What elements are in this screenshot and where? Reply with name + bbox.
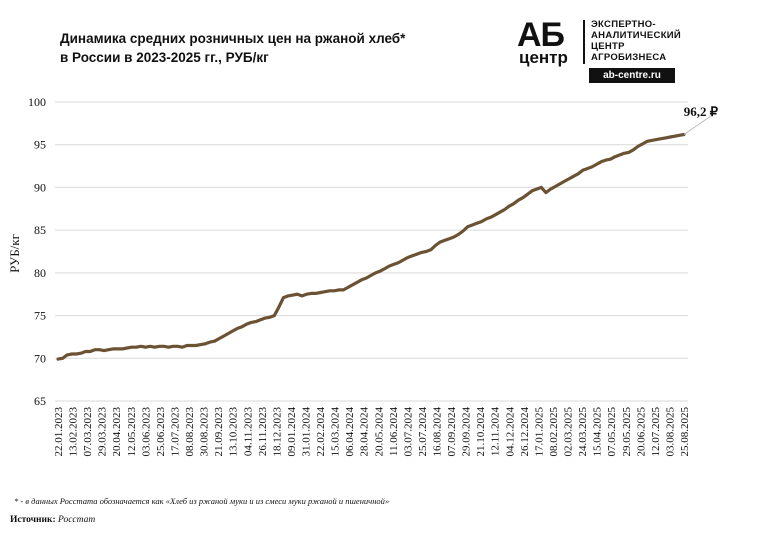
x-tick-label: 26.11.2023 [257, 407, 269, 457]
logo-website: ab-centre.ru [589, 68, 675, 83]
x-tick-label: 02.03.2025 [563, 407, 575, 457]
chart-title: Динамика средних розничных цен на ржаной… [60, 29, 405, 67]
x-tick-label: 21.09.2023 [213, 407, 225, 457]
x-tick-label: 08.02.2025 [548, 407, 560, 457]
x-tick-label: 12.07.2025 [650, 407, 662, 457]
y-tick-label: 80 [34, 266, 46, 280]
x-tick-label: 29.05.2025 [621, 407, 633, 457]
x-tick-label: 25.08.2025 [679, 407, 691, 457]
y-tick-label: 95 [34, 138, 46, 152]
x-tick-label: 06.04.2024 [344, 407, 356, 457]
annotation-leader [683, 115, 712, 135]
x-tick-label: 12.05.2023 [126, 407, 138, 457]
x-tick-label: 03.08.2025 [664, 407, 676, 457]
series-layer [56, 132, 686, 361]
source-colon: : [52, 515, 58, 525]
x-tick-label: 07.03.2023 [82, 407, 94, 457]
x-tick-label: 17.01.2025 [533, 407, 545, 457]
x-tick-label: 07.09.2024 [446, 407, 458, 457]
x-tick-label: 28.04.2024 [359, 407, 371, 457]
source-line: Источник: Росстат [10, 515, 95, 525]
x-tick-label: 22.02.2024 [315, 407, 327, 457]
logo-text-line-3: ЦЕНТР [591, 41, 625, 52]
logo-text-line-1: ЭКСПЕРТНО- [591, 19, 656, 30]
last-value-label: 96,2 ₽ [684, 104, 719, 119]
x-tick-label: 31.01.2024 [300, 407, 312, 457]
y-axis-label: РУБ/кг [7, 234, 22, 273]
x-tick-label: 25.07.2024 [417, 407, 429, 457]
y-tick-label: 65 [34, 394, 46, 408]
logo-mark-ab: АБ [517, 16, 565, 54]
x-tick-label: 12.11.2024 [490, 407, 502, 457]
x-tick-label: 04.11.2023 [242, 407, 254, 457]
x-tick-label: 22.01.2023 [53, 407, 65, 457]
x-tick-label: 18.12.2023 [271, 407, 283, 457]
x-tick-label: 17.07.2023 [169, 407, 181, 457]
x-tick-label: 30.08.2023 [199, 407, 211, 457]
y-tick-label: 75 [34, 309, 46, 323]
logo-text: ЭКСПЕРТНО- АНАЛИТИЧЕСКИЙ ЦЕНТР АГРОБИЗНЕ… [591, 19, 681, 63]
source-value: Росстат [57, 515, 96, 525]
y-tick-label: 70 [34, 351, 46, 365]
x-tick-label: 29.03.2023 [97, 407, 109, 457]
chart-title-line-2: в России в 2023-2025 гг., РУБ/кг [60, 50, 269, 65]
x-tick-label: 04.12.2024 [504, 407, 516, 457]
x-tick-label: 20.05.2024 [373, 407, 385, 457]
x-tick-label: 15.03.2024 [330, 407, 342, 457]
x-tick-label: 16.08.2024 [432, 407, 444, 457]
x-tick-label: 25.06.2023 [155, 407, 167, 457]
logo-divider [583, 20, 585, 64]
x-axis-ticks: 22.01.2023 13.02.2023 07.03.2023 29.03.2023… [53, 407, 691, 457]
footnote: * - в данных Росстата обозначается как «… [14, 496, 390, 506]
logo-text-line-2: АНАЛИТИЧЕСКИЙ [591, 30, 682, 41]
x-tick-label: 15.04.2025 [592, 407, 604, 457]
logo-text-line-4: АГРОБИЗНЕСА [591, 52, 667, 63]
source-label: Источник [10, 515, 53, 525]
ab-centre-logo: АБ центр ЭКСПЕРТНО- АНАЛИТИЧЕСКИЙ ЦЕНТР … [517, 18, 717, 84]
y-tick-label: 90 [34, 180, 46, 194]
y-axis-ticks: 65 70 75 80 85 90 95 100 [28, 95, 46, 408]
gridlines [55, 101, 688, 402]
y-tick-label: 85 [34, 223, 46, 237]
x-tick-label: 11.06.2024 [388, 407, 400, 457]
x-tick-label: 26.12.2024 [519, 407, 531, 457]
x-tick-label: 21.10.2024 [475, 407, 487, 457]
x-tick-label: 20.06.2025 [635, 407, 647, 457]
x-tick-label: 03.07.2024 [402, 407, 414, 457]
annotation-layer: 96,2 ₽ [683, 104, 719, 135]
x-tick-label: 29.09.2024 [461, 407, 473, 457]
logo-mark-center: центр [519, 48, 568, 67]
x-tick-label: 07.05.2025 [606, 407, 618, 457]
x-tick-label: 20.04.2023 [111, 407, 123, 457]
y-tick-label: 100 [28, 95, 46, 109]
x-tick-label: 13.02.2023 [68, 407, 80, 457]
x-tick-label: 13.10.2023 [228, 407, 240, 457]
chart-title-line-1: Динамика средних розничных цен на ржаной… [60, 31, 406, 46]
x-tick-label: 09.01.2024 [286, 407, 298, 457]
series-line [56, 132, 686, 361]
x-tick-label: 03.06.2023 [140, 407, 152, 457]
x-tick-label: 24.03.2025 [577, 407, 589, 457]
x-tick-label: 08.08.2023 [184, 407, 196, 457]
